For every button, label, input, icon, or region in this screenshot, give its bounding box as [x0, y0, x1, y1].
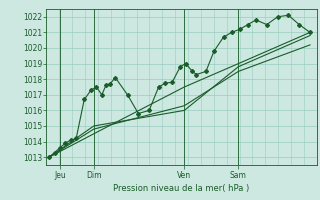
X-axis label: Pression niveau de la mer( hPa ): Pression niveau de la mer( hPa ) — [114, 184, 250, 193]
